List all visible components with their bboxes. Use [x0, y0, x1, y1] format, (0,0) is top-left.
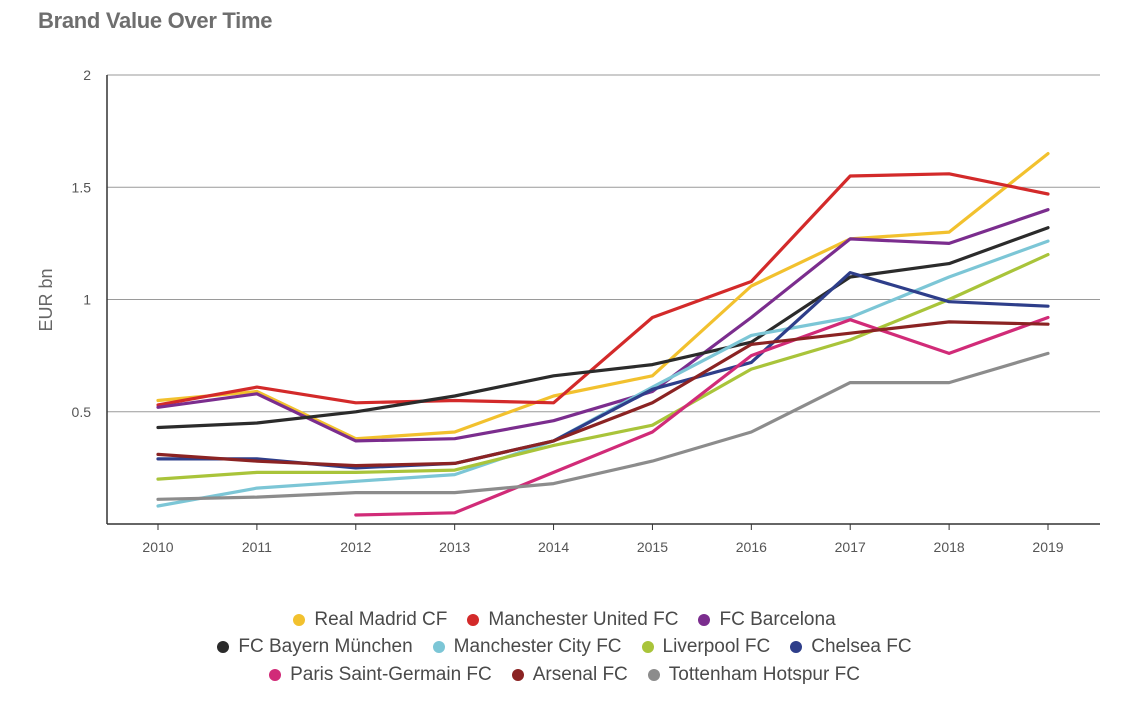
legend-swatch [293, 613, 306, 626]
legend-swatch [269, 668, 282, 681]
legend-swatch [790, 641, 803, 654]
x-tick-label: 2010 [142, 539, 173, 555]
legend-item: Chelsea FC [790, 636, 912, 658]
legend-item: FC Bayern München [217, 636, 413, 658]
line-chart: 0.5 1 1.5 2 2010 2011 2012 2013 2014 2015 2016 2017… [36, 67, 1100, 555]
series-line-paris-saint-germain-fc [354, 315, 1050, 517]
legend-item: Arsenal FC [511, 663, 628, 686]
legend-label: Real Madrid CF [314, 608, 448, 630]
legend-swatch [432, 641, 445, 654]
chart-title: Brand Value Over Time [38, 8, 273, 33]
legend-item: Tottenham Hotspur FC [647, 663, 860, 686]
series-line-arsenal-fc [156, 320, 1050, 468]
series-line-manchester-united-fc [156, 172, 1050, 407]
series-line-real-madrid-cf [156, 152, 1050, 441]
x-tick-label: 2014 [538, 539, 569, 555]
legend-label: Tottenham Hotspur FC [668, 663, 860, 685]
x-tick-label: 2017 [835, 539, 866, 555]
x-tick-label: 2018 [934, 539, 965, 555]
x-tick-label: 2011 [242, 539, 272, 555]
grid-layer [107, 74, 1100, 413]
axis-layer: 0.5 1 1.5 2 2010 2011 2012 2013 2014 2015 2016 2017… [72, 67, 1100, 555]
legend-label: Manchester City FC [453, 636, 622, 658]
y-tick-label: 0.5 [72, 404, 92, 420]
legend-item: Real Madrid CF [293, 609, 447, 631]
x-tick-label: 2012 [340, 539, 371, 555]
legend-label: Paris Saint-Germain FC [290, 663, 492, 685]
x-tick-label: 2019 [1032, 539, 1063, 555]
legend-label: FC Bayern München [238, 636, 413, 658]
legend-swatch [641, 641, 654, 654]
legend-swatch [698, 613, 711, 626]
series-layer [156, 152, 1050, 517]
legend-label: Liverpool FC [662, 636, 771, 658]
legend-row: Paris Saint-Germain FC Arsenal FC Tottenha… [0, 661, 1129, 689]
legend-swatch [467, 613, 480, 626]
x-tick-label: 2013 [439, 539, 470, 555]
legend-item: Manchester City FC [432, 636, 622, 658]
legend-swatch [511, 668, 524, 681]
legend-label: Manchester United FC [488, 608, 679, 630]
legend-item: Manchester United FC [467, 609, 678, 631]
series-line-manchester-city-fc [156, 239, 1050, 508]
legend-swatch [647, 668, 660, 681]
legend-row: Real Madrid CF Manchester United FC FC Bar… [0, 606, 1129, 634]
legend-item: Liverpool FC [641, 636, 771, 658]
legend-label: Chelsea FC [811, 636, 912, 658]
legend-item: FC Barcelona [698, 608, 836, 631]
y-tick-label: 1 [83, 292, 91, 308]
series-line-fc-bayern-m-nchen [156, 226, 1050, 430]
series-line-tottenham-hotspur-fc [156, 351, 1050, 501]
y-tick-label: 2 [83, 67, 91, 83]
legend-label: FC Barcelona [719, 608, 836, 630]
x-tick-label: 2016 [736, 539, 767, 555]
y-axis-label: EUR bn [36, 268, 56, 331]
legend-row: FC Bayern München Manchester City FC Liver… [0, 634, 1129, 662]
chart-legend: Real Madrid CF Manchester United FC FC Bar… [0, 606, 1129, 689]
legend-item: Paris Saint-Germain FC [269, 664, 492, 686]
legend-swatch [217, 641, 230, 654]
x-tick-label: 2015 [637, 539, 668, 555]
series-line-liverpool-fc [156, 253, 1050, 481]
legend-label: Arsenal FC [532, 663, 628, 685]
y-tick-label: 1.5 [72, 179, 92, 195]
